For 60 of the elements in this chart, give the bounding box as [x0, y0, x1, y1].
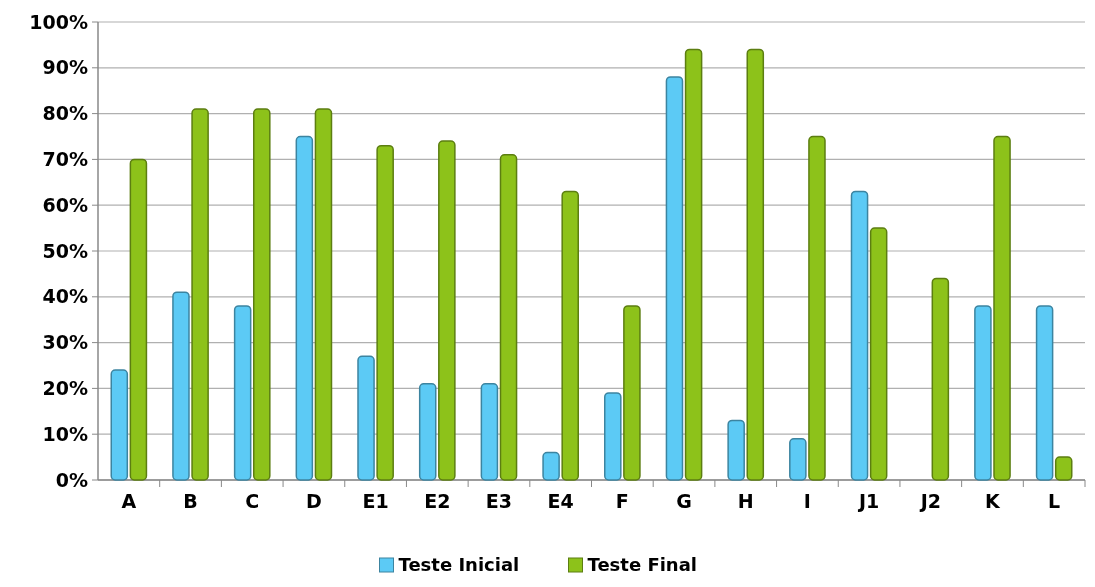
- bar: [480, 383, 499, 481]
- y-tick-label: 10%: [42, 422, 88, 445]
- bar: [850, 190, 869, 481]
- bar: [1035, 305, 1054, 481]
- bar: [931, 277, 950, 481]
- x-tick-label: H: [737, 490, 754, 512]
- y-tick-label: 70%: [42, 148, 88, 171]
- bar: [233, 305, 252, 481]
- x-tick-label: F: [615, 490, 629, 512]
- bar: [110, 369, 129, 481]
- bar: [746, 48, 765, 481]
- x-tick-label: K: [985, 490, 1002, 512]
- legend-label: Teste Final: [587, 554, 697, 576]
- y-tick-label: 50%: [42, 239, 88, 262]
- bar: [623, 305, 641, 481]
- bar: [684, 48, 703, 481]
- bar: [974, 305, 992, 481]
- x-tick-label: L: [1048, 490, 1061, 512]
- x-tick-label: E1: [362, 490, 389, 512]
- y-tick-label: 20%: [42, 377, 88, 400]
- x-tick-label: I: [803, 490, 811, 512]
- bar: [253, 108, 271, 481]
- bar: [376, 144, 394, 481]
- x-tick-label: C: [245, 490, 260, 512]
- bar: [808, 135, 826, 481]
- bar: [993, 135, 1011, 481]
- bar: [789, 438, 807, 481]
- bar: [418, 383, 437, 481]
- x-tick-label: A: [121, 490, 137, 512]
- x-tick-label: E2: [424, 490, 451, 512]
- bar: [542, 451, 560, 481]
- x-tick-label: E4: [547, 490, 574, 512]
- x-tick-label: E3: [485, 490, 513, 512]
- bar: [438, 140, 456, 481]
- bar: [314, 108, 333, 481]
- x-tick-label: D: [306, 490, 322, 512]
- y-tick-label: 40%: [42, 285, 88, 308]
- y-tick-label: 30%: [42, 331, 88, 354]
- x-tick-label: B: [183, 490, 198, 512]
- x-tick-label: J1: [856, 490, 880, 512]
- bar: [129, 158, 148, 481]
- y-tick-label: 90%: [42, 56, 88, 79]
- bar: [357, 355, 375, 481]
- bar: [869, 227, 888, 481]
- x-tick-label: J2: [918, 490, 941, 512]
- y-tick-label: 0%: [55, 468, 88, 491]
- bar: [499, 154, 518, 481]
- bar: [191, 108, 209, 481]
- legend-label: Teste Inicial: [398, 554, 520, 576]
- x-tick-label: G: [676, 490, 692, 512]
- bar: [665, 76, 684, 481]
- bar: [1054, 456, 1073, 481]
- bar: [295, 135, 314, 481]
- y-tick-label: 80%: [42, 102, 88, 125]
- bar: [727, 419, 745, 481]
- bar: [172, 291, 190, 481]
- bar: [561, 190, 579, 481]
- y-tick-label: 100%: [29, 10, 88, 33]
- bar: [604, 392, 622, 481]
- y-tick-label: 60%: [42, 193, 88, 216]
